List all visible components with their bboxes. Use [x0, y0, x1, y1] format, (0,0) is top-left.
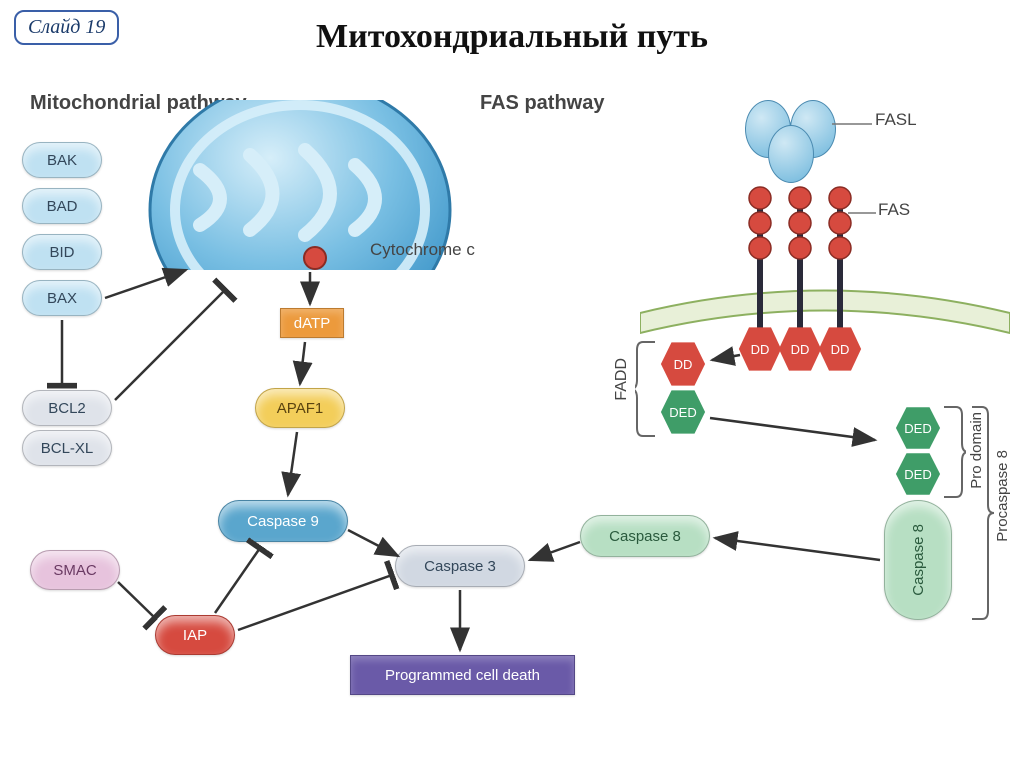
label-procaspase8: Procaspase 8 — [994, 450, 1011, 542]
procasp8-caspase8: Caspase 8 — [884, 500, 952, 620]
procasp8-ded-label: DED — [904, 467, 931, 482]
arrows-layer — [0, 70, 1024, 767]
procasp8-ded-label: DED — [904, 421, 931, 436]
page-title: Митохондриальный путь — [0, 18, 1024, 56]
bracket-prodomain — [944, 405, 966, 499]
procasp8-caspase8-label: Caspase 8 — [910, 524, 927, 596]
bracket-procaspase8 — [972, 405, 994, 621]
diagram-canvas: Mitochondrial pathway FAS pathway Cytoch… — [0, 70, 1024, 767]
